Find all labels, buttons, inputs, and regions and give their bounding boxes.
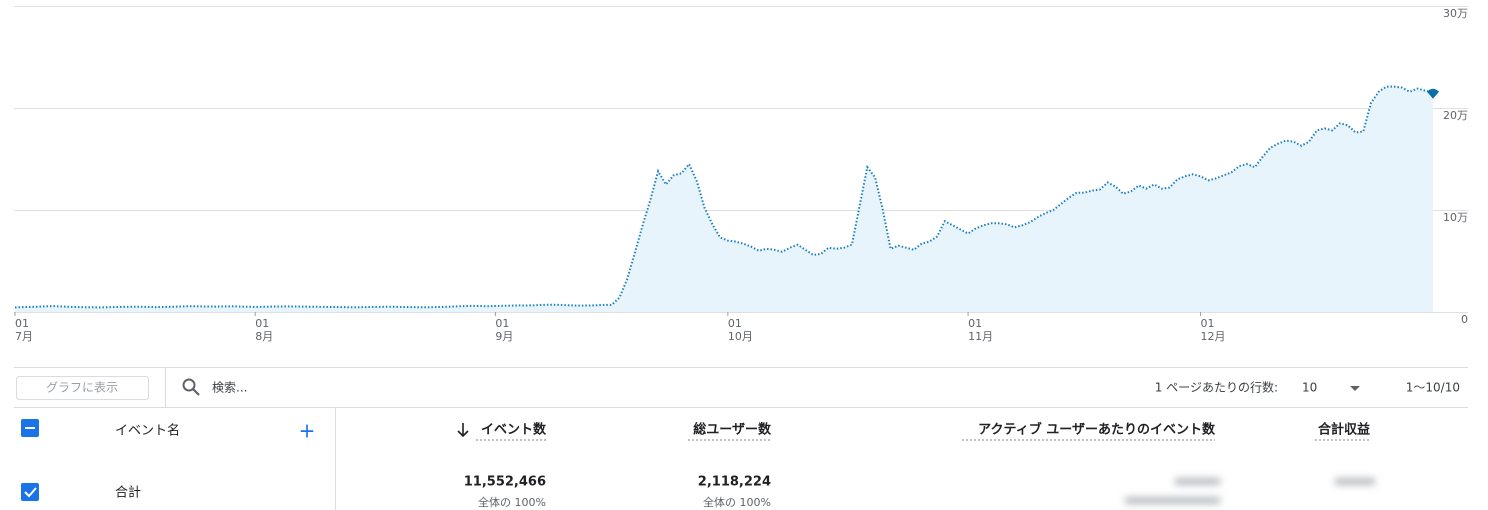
- column-header[interactable]: アクティブ ユーザーあたりのイベント数: [978, 422, 1216, 438]
- y-tick-label: 20万: [1443, 109, 1468, 122]
- area: [15, 86, 1433, 312]
- x-tick-label: 8月: [255, 330, 273, 343]
- sort-arrow: [457, 423, 469, 438]
- search-icon: [182, 378, 200, 396]
- cell-share: 全体の 100%: [703, 495, 771, 509]
- column-header[interactable]: 総ユーザー数: [693, 422, 772, 438]
- x-tick-label: 01: [495, 317, 509, 330]
- select-all-checkbox[interactable]: [21, 419, 39, 437]
- x-tick-label: 01: [728, 317, 742, 330]
- cell-value: 11,552,466: [464, 475, 546, 490]
- rows-label: 1 ページあたりの行数:: [1155, 380, 1278, 395]
- rows-select[interactable]: 10: [1302, 381, 1317, 395]
- y-tick-label: 30万: [1443, 7, 1468, 20]
- pagination: 1〜10/10: [1406, 381, 1460, 395]
- x-tick-label: 01: [1201, 317, 1215, 330]
- line: [14, 85, 1434, 309]
- x-tick-label: 9月: [495, 330, 513, 343]
- row-label: 合計: [115, 485, 141, 501]
- add-dimension[interactable]: +: [299, 419, 316, 443]
- x-tick-label: 7月: [15, 330, 33, 343]
- column-header[interactable]: 合計収益: [1318, 422, 1370, 438]
- cell-value: 2,118,224: [698, 475, 771, 490]
- x-tick-label: 01: [15, 317, 29, 330]
- column-header[interactable]: イベント名: [115, 423, 180, 439]
- x-tick-label: 10月: [728, 330, 753, 343]
- chart-button[interactable]: [16, 376, 149, 400]
- search-input[interactable]: 検索...: [212, 381, 247, 395]
- x-tick-label: 01: [968, 317, 982, 330]
- cell-share: 全体の 100%: [478, 495, 546, 509]
- x-tick-label: 12月: [1201, 330, 1226, 343]
- y-tick-label: 10万: [1443, 211, 1468, 224]
- dropdown-arrow[interactable]: [1350, 386, 1360, 391]
- redacted: [1125, 479, 1375, 503]
- end-marker: [1427, 88, 1439, 99]
- x-tick-label: 11月: [968, 330, 993, 343]
- x-tick-label: 01: [255, 317, 269, 330]
- y-tick-label: 0: [1461, 313, 1468, 326]
- column-header[interactable]: イベント数: [481, 422, 547, 438]
- row-checkbox[interactable]: [21, 483, 39, 501]
- chart-button-label: グラフに表示: [46, 381, 118, 395]
